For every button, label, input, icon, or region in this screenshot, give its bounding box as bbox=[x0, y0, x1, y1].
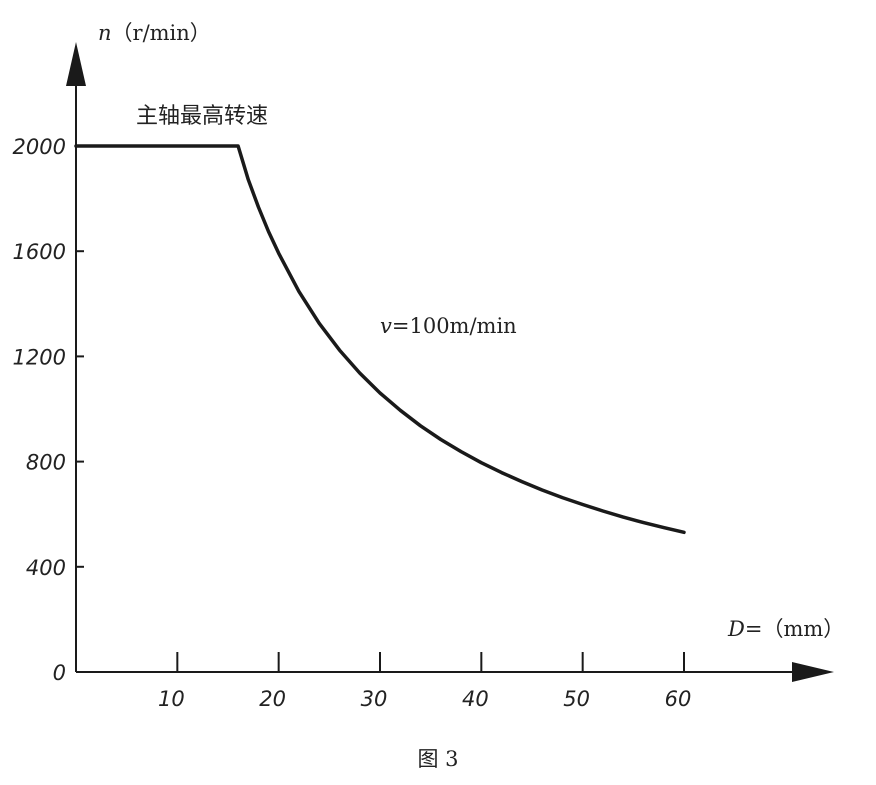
figure-caption: 图 3 bbox=[417, 747, 458, 771]
x-axis-unit: =（mm） bbox=[745, 617, 844, 641]
x-axis-variable: D bbox=[727, 617, 745, 641]
y-axis-unit: （r/min） bbox=[112, 21, 211, 45]
x-tick-label: 20 bbox=[259, 687, 286, 711]
y-axis-title: n（r/min） bbox=[98, 21, 211, 45]
x-tick-label: 50 bbox=[563, 687, 590, 711]
max-speed-annotation: 主轴最高转速 bbox=[136, 104, 268, 129]
y-tick-label: 0 bbox=[53, 661, 66, 685]
x-tick-label: 40 bbox=[462, 687, 489, 711]
series-line bbox=[74, 144, 686, 535]
y-tick-label: 400 bbox=[26, 556, 66, 580]
x-axis-arrow-icon bbox=[792, 662, 834, 682]
x-axis-title: D=（mm） bbox=[727, 617, 844, 641]
y-tick-label: 2000 bbox=[13, 135, 66, 159]
y-tick-label: 1600 bbox=[13, 240, 66, 264]
y-axis-variable: n bbox=[98, 21, 112, 45]
y-axis-arrow-icon bbox=[66, 42, 86, 86]
x-tick-label: 60 bbox=[665, 687, 692, 711]
x-ticks: 10 20 30 40 50 60 bbox=[158, 652, 691, 711]
velocity-variable: v bbox=[380, 314, 392, 338]
x-tick-label: 10 bbox=[158, 687, 185, 711]
y-ticks: 0 400 800 1200 1600 2000 bbox=[13, 135, 84, 685]
y-tick-label: 1200 bbox=[13, 345, 66, 369]
y-tick-label: 800 bbox=[26, 451, 66, 475]
velocity-annotation: v=100m/min bbox=[380, 314, 517, 338]
x-tick-label: 30 bbox=[361, 687, 388, 711]
velocity-value: =100m/min bbox=[392, 314, 517, 338]
